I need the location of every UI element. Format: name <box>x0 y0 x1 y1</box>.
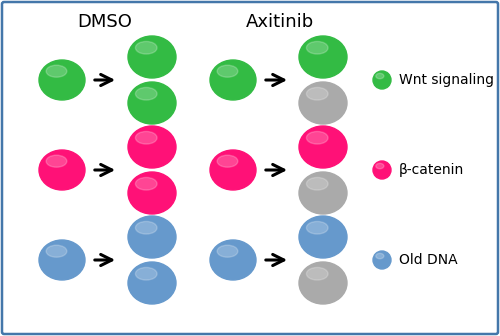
Ellipse shape <box>210 150 256 190</box>
Ellipse shape <box>299 82 347 124</box>
Ellipse shape <box>128 172 176 214</box>
Ellipse shape <box>299 216 347 258</box>
Ellipse shape <box>299 126 347 168</box>
Text: Wnt signaling: Wnt signaling <box>399 73 494 87</box>
Ellipse shape <box>39 240 85 280</box>
Ellipse shape <box>136 267 157 280</box>
Ellipse shape <box>376 163 384 169</box>
Ellipse shape <box>217 65 238 77</box>
Ellipse shape <box>299 36 347 78</box>
Ellipse shape <box>306 41 328 54</box>
Ellipse shape <box>373 71 391 89</box>
Ellipse shape <box>217 245 238 257</box>
Ellipse shape <box>136 221 157 234</box>
Ellipse shape <box>299 262 347 304</box>
Ellipse shape <box>373 251 391 269</box>
Ellipse shape <box>306 221 328 234</box>
Text: Axitinib: Axitinib <box>246 13 314 31</box>
Ellipse shape <box>136 177 157 190</box>
Ellipse shape <box>306 87 328 100</box>
Text: Old DNA: Old DNA <box>399 253 458 267</box>
Ellipse shape <box>39 60 85 100</box>
Ellipse shape <box>306 131 328 144</box>
Ellipse shape <box>46 65 67 77</box>
Ellipse shape <box>299 172 347 214</box>
Ellipse shape <box>136 41 157 54</box>
Ellipse shape <box>128 262 176 304</box>
Ellipse shape <box>210 60 256 100</box>
Ellipse shape <box>128 82 176 124</box>
Text: DMSO: DMSO <box>78 13 132 31</box>
Ellipse shape <box>376 73 384 79</box>
Ellipse shape <box>39 150 85 190</box>
Ellipse shape <box>306 267 328 280</box>
Ellipse shape <box>128 216 176 258</box>
Ellipse shape <box>136 87 157 100</box>
Ellipse shape <box>46 245 67 257</box>
Ellipse shape <box>136 131 157 144</box>
Ellipse shape <box>128 36 176 78</box>
Ellipse shape <box>306 177 328 190</box>
Ellipse shape <box>373 161 391 179</box>
Ellipse shape <box>128 126 176 168</box>
Ellipse shape <box>217 155 238 167</box>
Text: β-catenin: β-catenin <box>399 163 464 177</box>
Ellipse shape <box>210 240 256 280</box>
Ellipse shape <box>376 253 384 259</box>
Ellipse shape <box>46 155 67 167</box>
